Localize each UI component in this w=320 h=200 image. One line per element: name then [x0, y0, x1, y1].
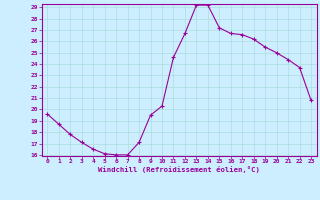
X-axis label: Windchill (Refroidissement éolien,°C): Windchill (Refroidissement éolien,°C)	[98, 166, 260, 173]
